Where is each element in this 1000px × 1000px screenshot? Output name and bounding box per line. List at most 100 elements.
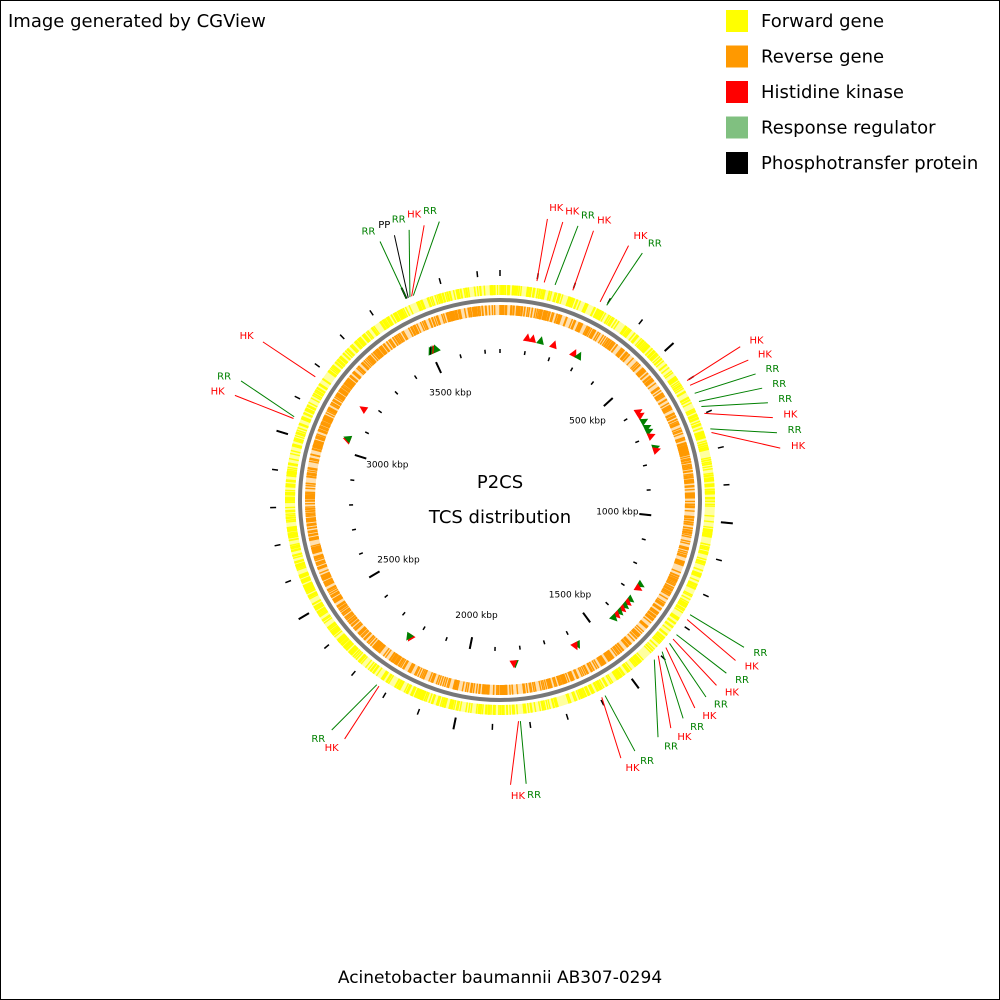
gene-band bbox=[367, 356, 376, 365]
gene-band bbox=[597, 310, 604, 321]
gene-band bbox=[660, 590, 671, 597]
gene-band bbox=[680, 458, 691, 462]
gene-band bbox=[327, 408, 337, 415]
gene-band bbox=[439, 675, 445, 686]
feature-label: HK bbox=[626, 763, 641, 774]
feature-label: HK bbox=[565, 206, 580, 217]
gene-band bbox=[337, 358, 346, 366]
gene-band bbox=[618, 666, 626, 676]
gene-band bbox=[323, 577, 333, 584]
leader-line bbox=[689, 614, 745, 648]
gene-band bbox=[603, 652, 610, 662]
gene-band bbox=[287, 531, 298, 535]
gene-band bbox=[428, 671, 434, 682]
gene-band bbox=[398, 680, 405, 691]
gene-band bbox=[698, 447, 709, 452]
gene-band bbox=[444, 291, 449, 302]
gene-band bbox=[472, 306, 476, 317]
gene-band bbox=[371, 326, 379, 336]
gene-band bbox=[568, 671, 574, 682]
gene-band bbox=[465, 702, 469, 713]
gene-band bbox=[678, 598, 689, 605]
gene-band bbox=[700, 456, 711, 461]
gene-band bbox=[674, 559, 685, 564]
gene-band bbox=[367, 355, 376, 364]
gene-band bbox=[398, 309, 405, 320]
gene-band bbox=[353, 341, 362, 350]
gene-band bbox=[323, 416, 333, 422]
gene-band bbox=[336, 633, 346, 641]
gene-band bbox=[547, 699, 551, 710]
gene-band bbox=[429, 296, 435, 307]
gene-band bbox=[344, 612, 354, 620]
gene-band bbox=[305, 408, 315, 414]
gene-band bbox=[343, 382, 353, 390]
gene-band bbox=[472, 683, 476, 694]
gene-band bbox=[704, 484, 715, 487]
gene-band bbox=[340, 386, 350, 394]
feature-label: RR bbox=[640, 756, 654, 767]
gene-band bbox=[363, 359, 372, 369]
feature-label: RR bbox=[527, 790, 541, 801]
gene-band bbox=[372, 640, 381, 649]
gene-band bbox=[589, 683, 596, 694]
gene-band bbox=[425, 692, 430, 703]
gene-band bbox=[305, 518, 317, 521]
gene-band bbox=[681, 532, 692, 537]
gene-band bbox=[526, 703, 530, 714]
gene-band bbox=[457, 309, 461, 320]
gene-band bbox=[307, 530, 318, 534]
outer-minor-tick bbox=[684, 626, 691, 631]
gene-band bbox=[616, 642, 624, 652]
gene-band bbox=[384, 318, 391, 328]
feature-marker bbox=[633, 409, 643, 417]
gene-band bbox=[324, 414, 334, 421]
gene-band bbox=[697, 444, 708, 449]
gene-band bbox=[535, 288, 539, 299]
leader-line bbox=[653, 659, 659, 738]
feature-marker bbox=[633, 583, 643, 591]
gene-band bbox=[665, 412, 675, 418]
gene-band bbox=[326, 409, 336, 416]
gene-band bbox=[318, 609, 328, 617]
gene-band bbox=[548, 291, 553, 302]
gene-band bbox=[475, 703, 479, 714]
gene-band bbox=[638, 341, 647, 350]
gene-band bbox=[328, 623, 338, 631]
leader-line bbox=[554, 225, 579, 286]
gene-band bbox=[517, 285, 521, 296]
gene-band bbox=[649, 353, 658, 361]
gene-band bbox=[679, 452, 690, 457]
gene-band bbox=[630, 629, 639, 638]
gene-band bbox=[670, 380, 680, 388]
leader-line bbox=[379, 241, 408, 299]
gene-band bbox=[320, 423, 330, 429]
gene-band bbox=[695, 436, 706, 441]
gene-band bbox=[674, 436, 685, 442]
gene-band bbox=[286, 520, 297, 523]
gene-band bbox=[345, 613, 355, 621]
gene-band bbox=[695, 561, 706, 566]
gene-band bbox=[379, 321, 386, 331]
gene-band bbox=[690, 420, 701, 426]
inner-minor-tick bbox=[565, 630, 569, 636]
gene-band bbox=[323, 616, 333, 624]
leader-line bbox=[411, 225, 425, 297]
gene-band bbox=[436, 315, 442, 326]
gene-band bbox=[342, 352, 351, 361]
gene-band bbox=[674, 607, 684, 614]
gene-band bbox=[484, 704, 487, 715]
gene-band bbox=[577, 667, 584, 678]
inner-minor-tick bbox=[364, 431, 370, 435]
gene-band bbox=[378, 644, 386, 654]
gene-band bbox=[646, 641, 656, 650]
gene-band bbox=[417, 667, 423, 678]
gene-band bbox=[562, 673, 568, 684]
gene-band bbox=[667, 375, 677, 383]
feature-label: RR bbox=[361, 227, 375, 238]
gene-band bbox=[519, 306, 523, 317]
gene-band bbox=[663, 408, 673, 415]
gene-band bbox=[603, 338, 611, 348]
gene-band bbox=[516, 285, 519, 296]
gene-band bbox=[641, 344, 650, 353]
